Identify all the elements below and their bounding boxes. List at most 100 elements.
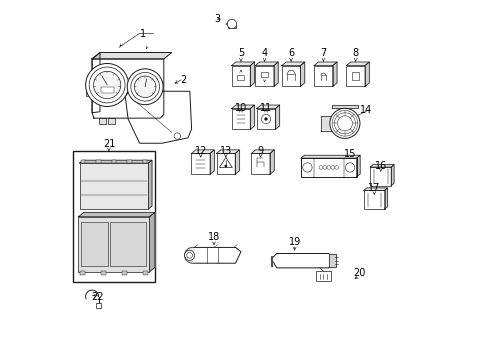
Text: 3: 3	[214, 14, 220, 24]
Bar	[122, 271, 126, 275]
Bar	[251, 153, 269, 174]
Text: 20: 20	[352, 268, 365, 278]
Circle shape	[93, 71, 121, 99]
Text: 15: 15	[344, 149, 356, 159]
Polygon shape	[300, 62, 304, 86]
Bar	[228, 24, 235, 28]
Polygon shape	[364, 62, 368, 86]
Bar	[73, 151, 155, 282]
Bar	[96, 303, 101, 308]
Polygon shape	[313, 62, 336, 66]
Bar	[80, 271, 85, 275]
Polygon shape	[255, 62, 278, 66]
Polygon shape	[271, 253, 333, 268]
Polygon shape	[191, 150, 214, 153]
Bar	[101, 271, 106, 275]
Bar	[96, 159, 101, 163]
Circle shape	[131, 72, 159, 101]
Text: 2: 2	[180, 75, 186, 85]
Polygon shape	[92, 53, 171, 59]
Bar	[127, 159, 131, 163]
Polygon shape	[187, 247, 241, 263]
Circle shape	[264, 118, 267, 121]
Polygon shape	[384, 188, 387, 209]
Polygon shape	[275, 105, 279, 130]
Text: 16: 16	[374, 161, 386, 171]
Circle shape	[224, 165, 226, 167]
Bar	[237, 75, 244, 80]
Text: 13: 13	[219, 145, 231, 156]
Polygon shape	[320, 116, 331, 131]
Text: 14: 14	[360, 105, 372, 115]
Polygon shape	[390, 165, 393, 186]
Text: 1: 1	[140, 29, 146, 39]
Circle shape	[184, 250, 194, 260]
Polygon shape	[78, 212, 155, 217]
Circle shape	[127, 69, 163, 105]
Polygon shape	[332, 62, 336, 86]
Bar	[78, 217, 149, 272]
Polygon shape	[125, 91, 191, 143]
Polygon shape	[216, 150, 239, 153]
Bar	[108, 118, 115, 123]
Bar	[313, 66, 332, 86]
Text: 8: 8	[352, 48, 358, 58]
Circle shape	[134, 76, 156, 98]
Bar	[191, 153, 210, 174]
Bar	[316, 271, 330, 281]
Bar	[81, 159, 85, 163]
Polygon shape	[149, 212, 155, 272]
Bar	[346, 66, 364, 86]
Polygon shape	[369, 165, 393, 167]
Polygon shape	[281, 62, 304, 66]
Text: 9: 9	[257, 145, 263, 156]
Circle shape	[227, 19, 236, 29]
Bar	[261, 72, 267, 77]
Bar	[255, 66, 273, 86]
Bar	[99, 118, 106, 123]
Polygon shape	[250, 62, 254, 86]
Polygon shape	[346, 62, 368, 66]
Bar	[142, 159, 147, 163]
Bar	[216, 153, 235, 174]
Text: 18: 18	[207, 232, 220, 242]
Circle shape	[85, 63, 128, 107]
Polygon shape	[273, 62, 278, 86]
Text: 11: 11	[259, 103, 272, 113]
Bar	[142, 271, 147, 275]
Polygon shape	[331, 105, 357, 108]
Polygon shape	[80, 160, 152, 163]
Bar	[256, 109, 275, 130]
Bar	[301, 158, 356, 177]
Text: 19: 19	[288, 237, 300, 247]
Bar	[363, 190, 384, 209]
Polygon shape	[356, 155, 360, 177]
Text: 6: 6	[287, 48, 294, 58]
Bar	[101, 87, 113, 93]
Text: 17: 17	[367, 183, 380, 193]
Bar	[231, 66, 250, 86]
Bar	[281, 66, 300, 86]
Polygon shape	[363, 188, 387, 190]
Polygon shape	[231, 105, 254, 109]
Circle shape	[89, 67, 125, 103]
Polygon shape	[210, 150, 214, 174]
Polygon shape	[269, 150, 274, 174]
Polygon shape	[301, 155, 360, 158]
Text: 4: 4	[261, 48, 267, 58]
Polygon shape	[251, 150, 274, 153]
Text: 5: 5	[237, 48, 244, 58]
Bar	[369, 167, 390, 186]
Bar	[231, 109, 250, 130]
Text: 7: 7	[320, 48, 326, 58]
Circle shape	[329, 108, 359, 138]
Polygon shape	[328, 254, 335, 267]
Bar	[81, 222, 108, 266]
Polygon shape	[271, 256, 272, 266]
Text: 12: 12	[194, 145, 206, 156]
Bar	[112, 159, 116, 163]
Polygon shape	[235, 150, 239, 174]
Text: 10: 10	[234, 103, 246, 113]
Polygon shape	[148, 160, 152, 209]
Bar	[85, 85, 93, 96]
